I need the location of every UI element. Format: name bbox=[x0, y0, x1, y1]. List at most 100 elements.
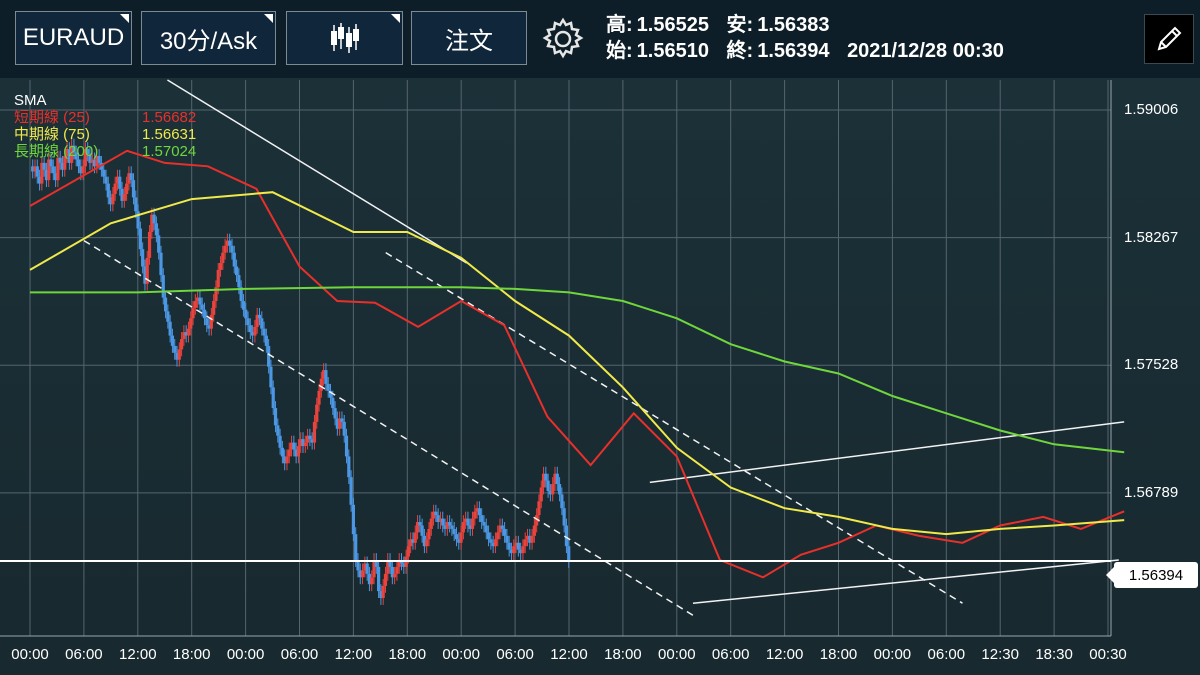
candle-body bbox=[333, 408, 337, 419]
trendline bbox=[649, 421, 1125, 484]
x-tick-label: 06:00 bbox=[927, 646, 966, 663]
candle-body bbox=[81, 166, 85, 174]
x-tick-label: 18:00 bbox=[819, 646, 858, 663]
candle-body bbox=[567, 546, 571, 562]
candle-body bbox=[253, 326, 257, 336]
candle-body bbox=[427, 528, 431, 540]
legend-short-label: 短期線 (25) bbox=[14, 109, 90, 126]
candle-body bbox=[285, 456, 289, 464]
x-tick-label: 12:30 bbox=[981, 646, 1019, 663]
candle-body bbox=[129, 173, 133, 181]
candle-body bbox=[65, 149, 69, 156]
trendline bbox=[167, 79, 467, 264]
draw-button[interactable] bbox=[1144, 14, 1194, 64]
candle-body bbox=[189, 318, 193, 329]
candle-body bbox=[49, 159, 53, 167]
candle-body bbox=[244, 309, 248, 319]
candle-body bbox=[360, 570, 365, 578]
x-tick-label: 00:00 bbox=[873, 646, 912, 663]
candle-body bbox=[484, 525, 488, 533]
candle-body bbox=[37, 176, 42, 184]
candle-body bbox=[182, 332, 186, 340]
dropdown-corner-icon bbox=[391, 14, 400, 23]
dropdown-corner-icon bbox=[120, 14, 129, 23]
candle-body bbox=[493, 539, 498, 547]
candle-body bbox=[519, 549, 523, 554]
candle-body bbox=[464, 518, 468, 523]
candle-body bbox=[225, 240, 230, 246]
candle-body bbox=[475, 508, 479, 512]
candle-body bbox=[159, 252, 163, 276]
candle-body bbox=[230, 245, 234, 253]
candle-body bbox=[223, 245, 227, 253]
candle-body bbox=[498, 525, 502, 533]
candle-body bbox=[111, 193, 115, 205]
candle-body bbox=[317, 390, 321, 405]
y-tick-label: 1.58267 bbox=[1124, 228, 1179, 246]
candle-body bbox=[374, 560, 378, 567]
candle-body bbox=[102, 169, 106, 177]
candle-body bbox=[125, 183, 129, 194]
candle-body bbox=[445, 522, 449, 529]
candle-body bbox=[303, 442, 307, 447]
x-tick-label: 00:00 bbox=[226, 646, 265, 663]
candle-body bbox=[473, 511, 477, 519]
candle-body bbox=[328, 390, 333, 398]
candle-body bbox=[113, 183, 117, 194]
candle-body bbox=[512, 546, 516, 554]
candle-body bbox=[537, 501, 541, 516]
gear-icon[interactable] bbox=[540, 16, 586, 62]
candle-body bbox=[521, 546, 525, 554]
y-tick-label: 1.57528 bbox=[1124, 356, 1179, 374]
candle-body bbox=[322, 370, 326, 379]
candle-body bbox=[35, 166, 39, 177]
candle-body bbox=[301, 439, 305, 447]
candle-body bbox=[486, 532, 491, 540]
candle-body bbox=[305, 435, 310, 443]
symbol-button[interactable]: EURAUD bbox=[15, 11, 132, 65]
candle-body bbox=[363, 563, 367, 571]
high-label: 高: bbox=[606, 14, 633, 36]
chart-type-button[interactable] bbox=[286, 11, 403, 65]
candle-body bbox=[452, 528, 456, 535]
candle-body bbox=[344, 435, 349, 457]
candle-body bbox=[397, 560, 401, 567]
x-tick-label: 12:00 bbox=[765, 646, 804, 663]
candle-body bbox=[461, 522, 465, 533]
candle-body bbox=[269, 366, 273, 388]
candle-body bbox=[276, 425, 280, 436]
timeframe-button[interactable]: 30分/Ask bbox=[141, 11, 276, 65]
candle-body bbox=[429, 518, 433, 529]
candle-body bbox=[138, 228, 142, 250]
candle-body bbox=[255, 314, 259, 327]
toolbar: EURAUD 30分/Ask 注文 高: 1.56525 安: 1.56383 始:… bbox=[0, 0, 1200, 78]
candle-body bbox=[70, 145, 74, 163]
candle-body bbox=[280, 447, 284, 457]
candle-body bbox=[193, 301, 197, 308]
x-tick-label: 12:00 bbox=[119, 646, 157, 663]
candle-body bbox=[248, 325, 252, 333]
candle-body bbox=[127, 173, 131, 184]
candle-body bbox=[532, 525, 536, 536]
candle-body bbox=[507, 542, 511, 550]
candle-body bbox=[525, 535, 530, 540]
candle-body bbox=[292, 442, 296, 450]
candle-body bbox=[251, 332, 255, 336]
candle-body bbox=[365, 563, 369, 574]
candle-body bbox=[468, 525, 472, 529]
candle-body bbox=[234, 266, 239, 276]
low-value: 1.56383 bbox=[757, 14, 830, 36]
x-tick-label: 18:00 bbox=[604, 646, 642, 663]
candle-body bbox=[541, 473, 546, 488]
candle-body bbox=[557, 484, 562, 495]
candle-body bbox=[166, 311, 170, 322]
order-button[interactable]: 注文 bbox=[411, 11, 527, 65]
candle-body bbox=[271, 387, 275, 409]
dropdown-corner-icon bbox=[264, 14, 273, 23]
candle-body bbox=[273, 408, 278, 426]
candle-body bbox=[454, 534, 459, 540]
close-value: 1.56394 bbox=[757, 40, 830, 62]
price-chart[interactable] bbox=[0, 78, 1200, 675]
candle-body bbox=[383, 573, 388, 586]
candle-body bbox=[415, 522, 420, 533]
